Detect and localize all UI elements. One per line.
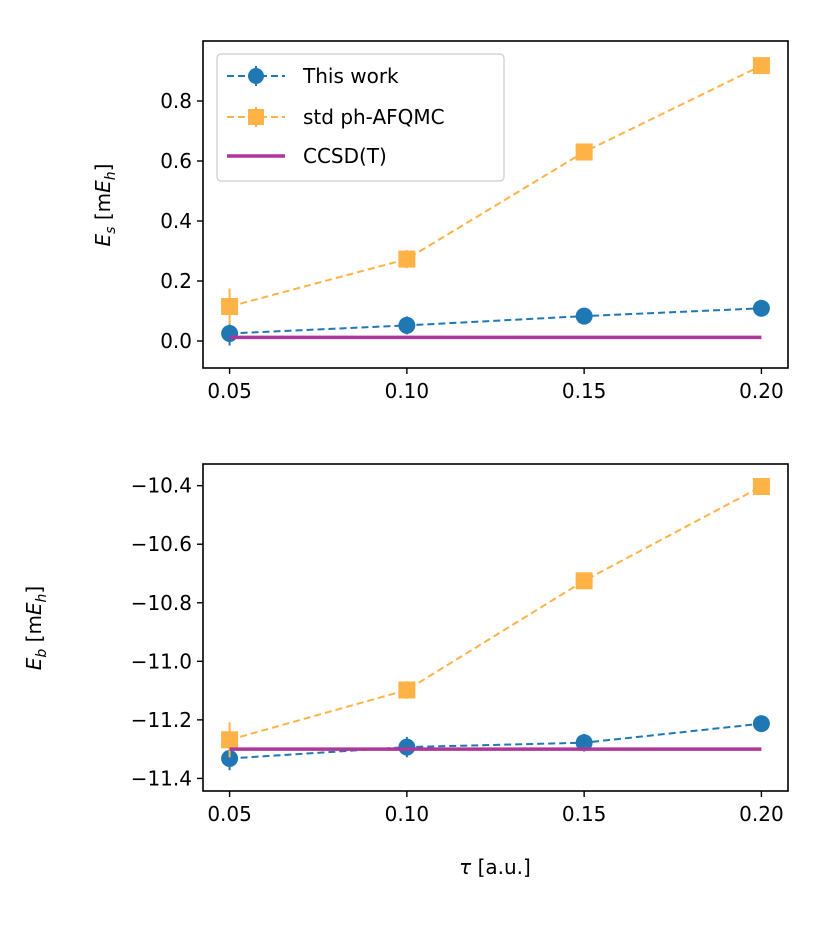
top-series-line-this-work	[229, 307, 762, 335]
top-point-this-work	[575, 307, 593, 325]
top-x-tick-label: 0.20	[739, 379, 784, 403]
bottom-y-tick-label: −11.0	[131, 649, 192, 673]
top-x-tick-label: 0.05	[207, 379, 252, 403]
top-panel: 0.05 0.10 0.15 0.20 0.0 0.2 0.4 0.6 0.8 Es [mEh]…	[91, 40, 789, 403]
bottom-point-std-ph-afqmc	[575, 572, 593, 590]
top-point-std-ph-afqmc	[398, 250, 416, 268]
bottom-series-line-std-ph-afqmc	[229, 485, 762, 741]
bottom-x-tick-label: 0.05	[207, 802, 252, 826]
legend-entry-std-ph-afqmc: std ph-AFQMC	[227, 105, 445, 129]
top-point-this-work	[752, 299, 770, 317]
bottom-y-tick-label: −10.6	[131, 532, 192, 556]
bottom-x-axis-label: τ [a.u.]	[459, 855, 531, 879]
top-point-this-work	[398, 316, 416, 334]
bottom-y-tick-label: −10.8	[131, 591, 192, 615]
top-series-line-std-ph-afqmc	[229, 64, 762, 308]
top-point-std-ph-afqmc	[752, 57, 770, 75]
top-point-this-work	[221, 325, 239, 342]
bottom-series-line-this-work	[229, 722, 762, 760]
top-y-tick-label: 0.8	[160, 89, 192, 113]
bottom-x-tick-label: 0.15	[562, 802, 607, 826]
bottom-point-this-work	[398, 738, 416, 756]
bottom-point-std-ph-afqmc	[752, 478, 770, 496]
bottom-point-std-ph-afqmc	[398, 681, 416, 699]
bottom-panel: 0.05 0.10 0.15 0.20 −11.4 −11.2 −11.0 −10.8 −10.…	[22, 463, 789, 879]
bottom-series	[221, 478, 770, 771]
bottom-ticks: 0.05 0.10 0.15 0.20 −11.4 −11.2 −11.0 −10.8 −10.…	[131, 474, 784, 826]
bottom-x-tick-label: 0.20	[739, 802, 784, 826]
top-y-axis-label: Es [mEh]	[91, 164, 119, 247]
top-ticks: 0.05 0.10 0.15 0.20 0.0 0.2 0.4 0.6 0.8	[160, 89, 783, 403]
top-series	[221, 57, 770, 346]
legend-marker-std-ph-afqmc	[248, 109, 264, 125]
top-point-std-ph-afqmc	[221, 298, 239, 315]
bottom-y-tick-label: −11.2	[131, 708, 192, 732]
top-plot-frame	[202, 40, 789, 369]
bottom-point-this-work	[221, 750, 239, 768]
bottom-y-tick-label: −11.4	[131, 766, 192, 790]
bottom-point-this-work	[575, 734, 593, 752]
top-y-tick-label: 0.0	[160, 329, 192, 353]
bottom-x-tick-label: 0.10	[385, 802, 430, 826]
legend-label-ccsdt: CCSD(T)	[303, 144, 387, 168]
top-y-tick-label: 0.2	[160, 269, 192, 293]
legend-box	[216, 53, 505, 182]
top-x-tick-label: 0.10	[385, 379, 430, 403]
legend-entry-this-work: This work	[227, 64, 399, 88]
bottom-point-std-ph-afqmc	[221, 731, 239, 749]
legend-marker-this-work	[248, 68, 264, 84]
bottom-plot-frame	[202, 463, 789, 792]
legend-label-this-work: This work	[302, 64, 399, 88]
legend: This work std ph-AFQMC CCSD(T)	[216, 53, 505, 182]
top-y-tick-label: 0.4	[160, 209, 192, 233]
bottom-y-axis-label: Eb [mEh]	[22, 586, 50, 671]
bottom-point-this-work	[752, 715, 770, 733]
legend-entry-ccsdt: CCSD(T)	[227, 144, 387, 168]
top-x-tick-label: 0.15	[562, 379, 607, 403]
bottom-y-tick-label: −10.4	[131, 474, 192, 498]
legend-label-std-ph-afqmc: std ph-AFQMC	[303, 105, 445, 129]
top-point-std-ph-afqmc	[575, 143, 593, 161]
top-y-tick-label: 0.6	[160, 149, 192, 173]
